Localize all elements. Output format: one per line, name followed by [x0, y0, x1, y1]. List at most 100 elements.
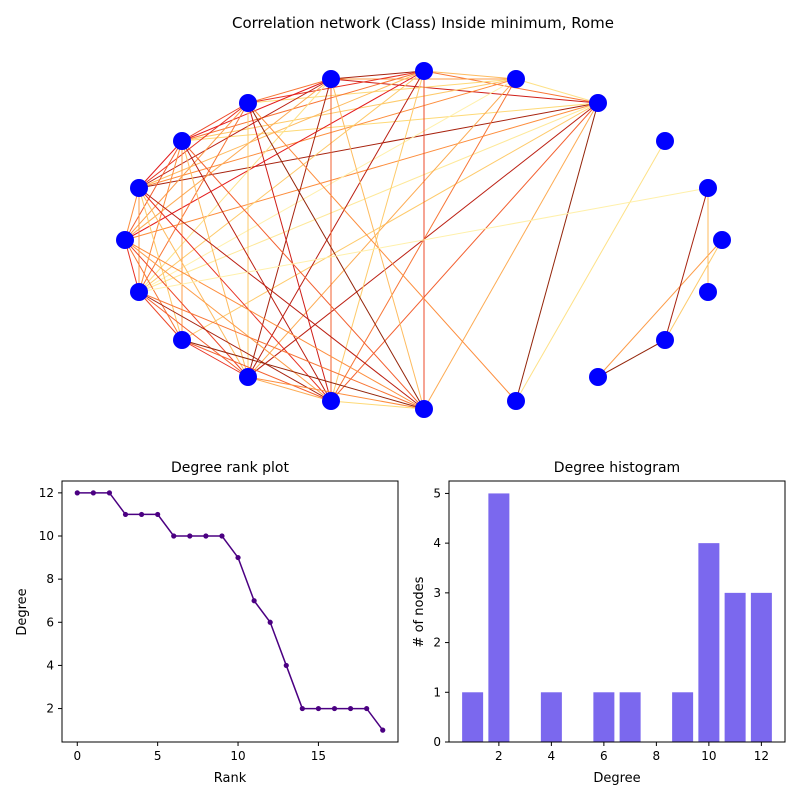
network-edge	[124, 140, 183, 241]
network-edge	[181, 140, 425, 410]
network-edge	[138, 187, 332, 402]
rank-data-point	[299, 705, 305, 712]
histogram-y-tick-label: 5	[433, 486, 441, 500]
network-edges	[124, 70, 723, 410]
rank-y-tick-label: 8	[46, 572, 54, 586]
network-edge	[124, 102, 249, 241]
network-edge	[181, 78, 332, 142]
network-edge	[181, 140, 249, 378]
rank-x-tick-label: 0	[73, 749, 81, 763]
histogram-x-tick-label: 4	[548, 749, 556, 763]
network-edge	[124, 239, 425, 410]
network-edge	[247, 78, 517, 378]
network-edge	[138, 102, 599, 189]
network-edge	[515, 78, 599, 104]
rank-x-tick-label: 15	[311, 749, 326, 763]
network-edge	[138, 187, 183, 341]
histogram-y-tick-label: 4	[433, 536, 441, 550]
rank-data-point	[171, 533, 177, 539]
network-edge	[138, 291, 332, 402]
rank-data-point	[155, 511, 161, 518]
network-edge	[138, 140, 183, 293]
network-node	[507, 392, 525, 410]
network-edge	[597, 239, 723, 378]
rank-data-point	[283, 662, 289, 669]
network-edge	[124, 239, 249, 378]
histogram-x-tick-label: 2	[495, 749, 503, 763]
network-node	[173, 331, 191, 349]
histogram-bar	[698, 543, 720, 742]
network-edge	[138, 102, 249, 293]
network-node	[713, 231, 731, 249]
network-node	[116, 231, 134, 249]
network-node	[415, 62, 433, 80]
histogram-x-tick-label: 8	[653, 749, 661, 763]
rank-data-point	[315, 705, 322, 712]
network-edge	[124, 239, 183, 341]
network-edge	[664, 239, 723, 341]
rank-data-point	[364, 705, 370, 712]
network-edge	[181, 102, 599, 142]
rank-data-point	[90, 490, 96, 496]
histogram-y-tick-label: 3	[433, 586, 441, 600]
rank-y-tick-label: 12	[39, 486, 54, 500]
network-node	[239, 94, 257, 112]
network-edge	[138, 291, 183, 341]
network-edge	[515, 102, 599, 402]
network-edge	[515, 140, 666, 402]
rank-data-point	[203, 533, 209, 539]
network-edge	[247, 78, 332, 378]
network-edge	[138, 187, 425, 410]
histogram-frame	[448, 480, 786, 743]
rank-data-point	[347, 705, 354, 712]
network-edge	[138, 78, 517, 189]
rank-x-label: Rank	[214, 771, 247, 786]
network-edge	[138, 78, 517, 293]
network-edge	[330, 70, 425, 402]
network-edge	[124, 78, 332, 241]
network-node	[589, 368, 607, 386]
rank-data-point	[331, 705, 338, 712]
network-edge	[330, 102, 599, 402]
network-node	[130, 283, 148, 301]
histogram-bar	[488, 493, 510, 742]
histogram-title: Degree histogram	[554, 460, 680, 476]
network-edge	[181, 102, 599, 341]
histogram-x-tick-label: 10	[701, 749, 716, 763]
network-edge	[330, 70, 425, 80]
network-edge	[247, 376, 425, 410]
network-edge	[124, 70, 425, 241]
network-node	[322, 70, 340, 88]
rank-y-tick-label: 10	[39, 529, 54, 543]
network-node	[656, 132, 674, 150]
network-edge	[138, 70, 425, 189]
rank-x-tick-label: 5	[154, 749, 162, 763]
network-title: Correlation network (Class) Inside minim…	[232, 14, 614, 32]
rank-y-label: Degree	[15, 588, 30, 635]
histogram-x-label: Degree	[593, 771, 640, 786]
network-edge	[330, 400, 425, 410]
rank-data-point	[219, 533, 225, 539]
rank-y-tick-label: 6	[46, 615, 54, 629]
network-edge	[181, 339, 249, 378]
histogram-bar	[593, 692, 615, 742]
network-panel: Correlation network (Class) Inside minim…	[116, 14, 731, 418]
histogram-bar	[672, 692, 694, 742]
network-edge	[138, 78, 332, 293]
rank-data-point	[380, 727, 386, 733]
network-node	[130, 179, 148, 197]
histogram-y-tick-label: 1	[433, 685, 441, 699]
network-edge	[247, 78, 517, 104]
histogram-bar	[462, 692, 484, 742]
network-edge	[181, 339, 425, 410]
network-edge	[181, 78, 517, 142]
network-nodes	[116, 62, 731, 418]
network-edge	[138, 140, 183, 189]
histogram-y-tick-label: 2	[433, 636, 441, 650]
network-node	[322, 392, 340, 410]
network-edge	[247, 102, 332, 402]
network-node	[173, 132, 191, 150]
rank-plot-frame	[61, 480, 399, 743]
network-edge	[247, 78, 332, 104]
